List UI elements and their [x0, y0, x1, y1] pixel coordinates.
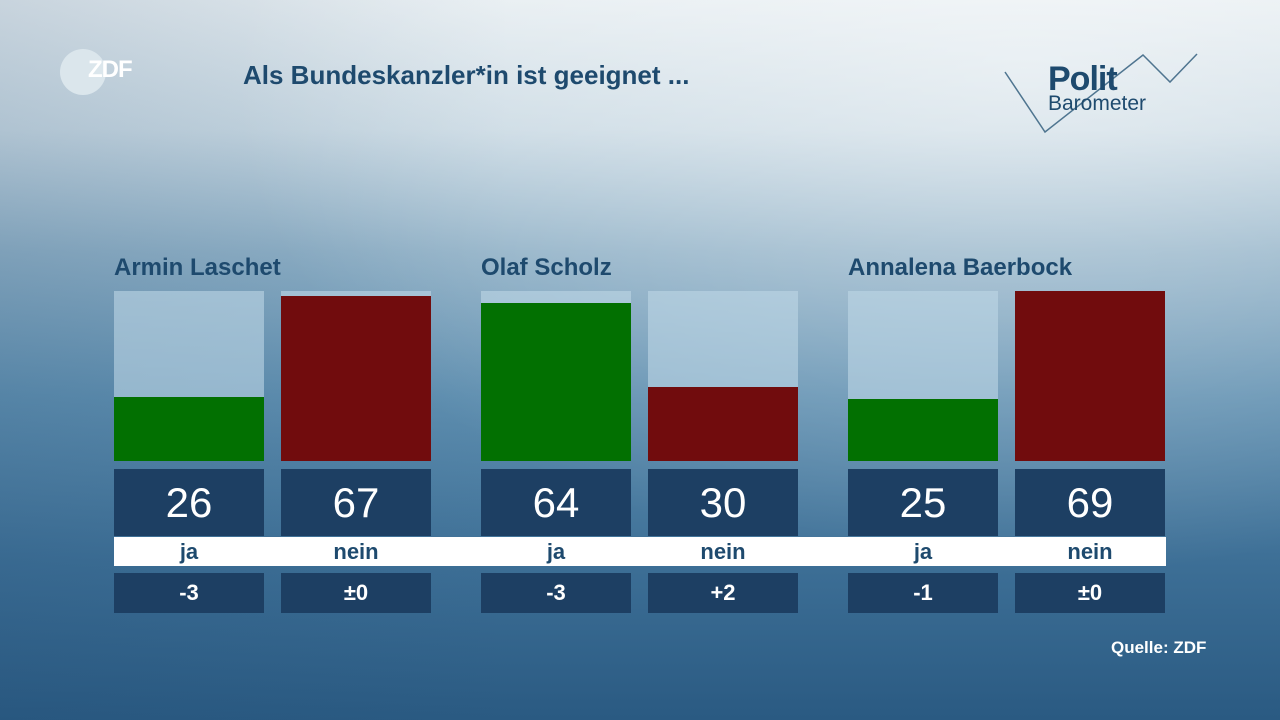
value-label: 26 — [114, 469, 264, 536]
bar-track — [648, 291, 798, 461]
category-label: nein — [1067, 539, 1113, 564]
bar-track — [1015, 291, 1165, 461]
change-label: -1 — [848, 573, 998, 613]
zdf-logo-circle — [60, 49, 106, 95]
bar-nein — [281, 295, 431, 461]
value-label: 30 — [648, 469, 798, 536]
change-label: -3 — [481, 573, 631, 613]
politbarometer-logo-polit: Polit — [1048, 60, 1118, 98]
chart-title: Als Bundeskanzler*in ist geeignet ... — [243, 60, 690, 90]
bar-track — [848, 291, 998, 461]
category-label: nein — [700, 539, 746, 564]
source-label: Quelle: ZDF — [1111, 638, 1207, 657]
category-label: ja — [546, 539, 566, 564]
candidate-name: Armin Laschet — [114, 254, 281, 281]
bar-ja — [848, 399, 998, 461]
bar-track — [281, 291, 431, 461]
change-label: -3 — [114, 573, 264, 613]
bar-nein — [1015, 291, 1165, 461]
bar-nein — [648, 387, 798, 461]
change-label: ±0 — [281, 573, 431, 613]
bar-track — [114, 291, 264, 461]
politbarometer-logo-line — [1004, 53, 1198, 134]
category-label: nein — [333, 539, 379, 564]
change-label: ±0 — [1015, 573, 1165, 613]
value-label: 69 — [1015, 469, 1165, 536]
label-strip — [114, 537, 1166, 566]
value-label: 25 — [848, 469, 998, 536]
category-label: ja — [913, 539, 933, 564]
bar-ja — [481, 303, 631, 461]
politbarometer-logo-barometer: Barometer — [1048, 92, 1147, 115]
value-label: 67 — [281, 469, 431, 536]
change-label: +2 — [648, 573, 798, 613]
candidate-name: Annalena Baerbock — [848, 254, 1073, 281]
value-label: 64 — [481, 469, 631, 536]
candidate-name: Olaf Scholz — [481, 254, 612, 281]
bar-ja — [114, 396, 264, 461]
zdf-logo: ZDF — [88, 56, 133, 83]
category-label: ja — [179, 539, 199, 564]
bar-track — [481, 291, 631, 461]
